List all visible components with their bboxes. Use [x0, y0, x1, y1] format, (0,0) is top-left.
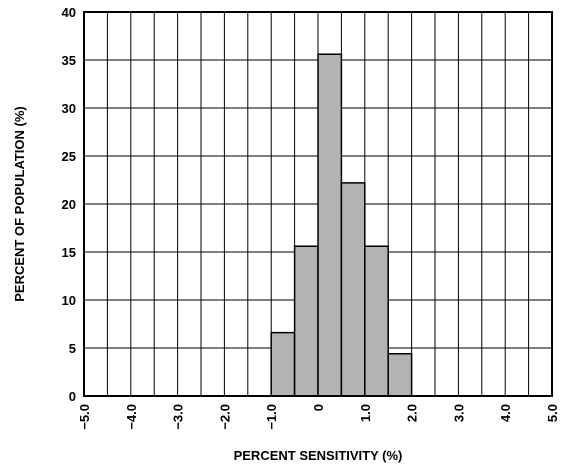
y-tick-label: 5	[69, 341, 76, 356]
y-tick-label: 35	[62, 53, 76, 68]
x-tick-label: 0	[311, 404, 326, 411]
plot-frame	[83, 11, 553, 397]
x-tick-label: 1.0	[358, 404, 373, 422]
x-tick-label: −2.0	[217, 404, 232, 430]
x-tick-label: −1.0	[264, 404, 279, 430]
x-tick-label: 5.0	[545, 404, 560, 422]
y-tick-label: 40	[62, 5, 76, 20]
histogram-bar	[317, 53, 343, 397]
x-tick-label: −5.0	[77, 404, 92, 430]
x-axis-title: PERCENT SENSITIVITY (%)	[234, 448, 403, 463]
histogram-bar	[340, 182, 366, 397]
x-tick-label: 4.0	[498, 404, 513, 422]
y-tick-label: 10	[62, 293, 76, 308]
x-tick-label: 3.0	[451, 404, 466, 422]
y-tick-label: 0	[69, 389, 76, 404]
y-tick-label: 25	[62, 149, 76, 164]
y-axis-title: PERCENT OF POPULATION (%)	[12, 106, 27, 301]
y-tick-label: 20	[62, 197, 76, 212]
histogram-bar	[387, 353, 413, 397]
x-tick-label: 2.0	[405, 404, 420, 422]
y-tick-label: 15	[62, 245, 76, 260]
histogram-bar	[364, 245, 389, 397]
y-tick-label: 30	[62, 101, 76, 116]
histogram-bars	[270, 53, 413, 397]
histogram-bar	[270, 331, 296, 397]
y-tick-labels: 0 5 10 15 20 25 30 35 40	[62, 5, 76, 404]
x-tick-labels: −5.0 −4.0 −3.0 −2.0 −1.0 0 1.0 2.0 3.0 4.0 5.0	[77, 404, 560, 430]
x-tick-label: −3.0	[171, 404, 186, 430]
x-tick-label: −4.0	[124, 404, 139, 430]
histogram-bar	[293, 245, 319, 397]
